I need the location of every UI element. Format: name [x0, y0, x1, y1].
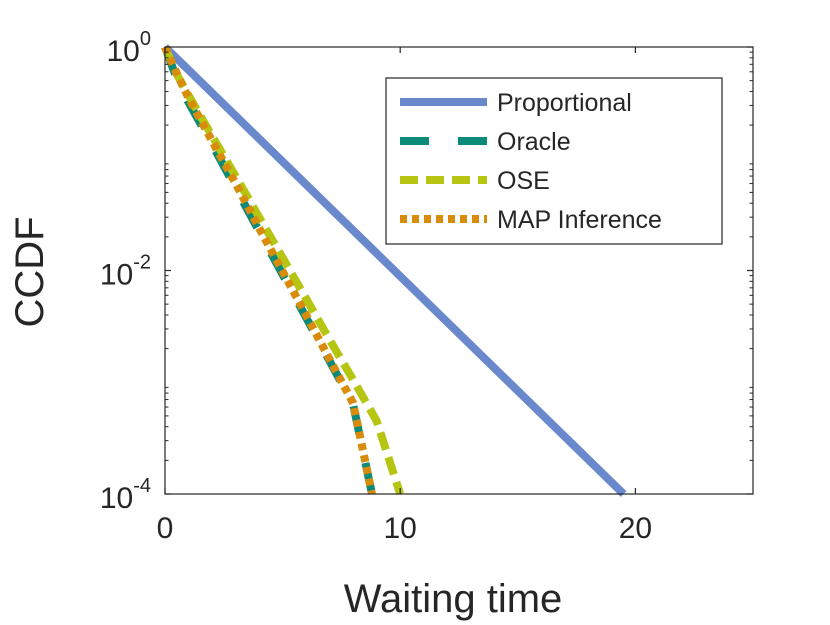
axes-box [164, 46, 754, 495]
legend-label-oracle: Oracle [497, 128, 571, 156]
legend: Proportional Oracle OSE MAP Inference [385, 77, 723, 245]
legend-label-map-inference: MAP Inference [497, 206, 662, 234]
x-tick-label: 20 [619, 512, 652, 545]
series-layer [161, 44, 627, 497]
series-line-oracle [161, 45, 376, 495]
series-line-ose [161, 45, 405, 496]
x-tick-label: 10 [384, 512, 417, 545]
y-tick-label: 10-2 [100, 252, 151, 292]
y-tick-label: 100 [107, 28, 152, 68]
y-tick-label: 10-4 [100, 475, 151, 515]
series-line-map-inference [161, 45, 376, 495]
legend-label-ose: OSE [497, 167, 550, 195]
ticks-layer: 0 10 20 100 10-2 10-4 [100, 28, 753, 545]
series-line-proportional [162, 44, 627, 497]
y-axis-title: CCDF [8, 216, 52, 327]
legend-label-proportional: Proportional [497, 89, 632, 117]
x-tick-label: 0 [157, 512, 174, 545]
x-axis-title: Waiting time [344, 577, 563, 621]
